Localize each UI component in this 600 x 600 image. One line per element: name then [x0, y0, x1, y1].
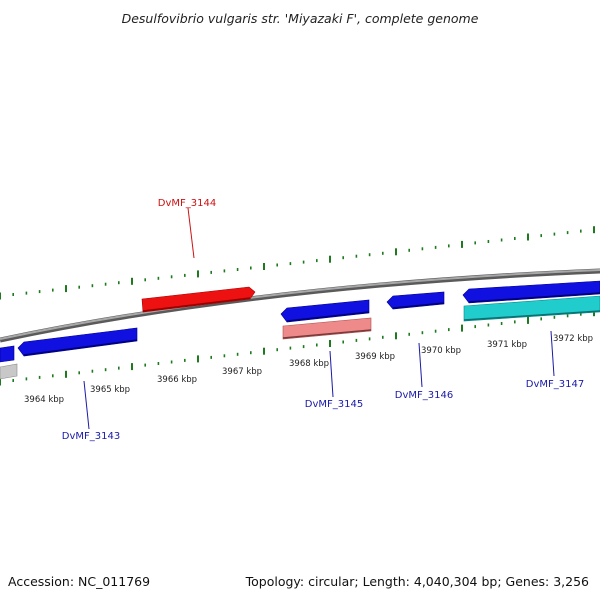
gene-label-dvmf-3144[interactable]: DvMF_3144: [158, 198, 216, 209]
ruler-label-3970: 3970 kbp: [421, 346, 461, 356]
label-leader-dvmf-3146: [418, 342, 423, 388]
genome-backbone-highlight: [0, 269, 600, 340]
gene-label-dvmf-3147[interactable]: DvMF_3147: [526, 379, 584, 390]
label-leader-dvmf-3144: [187, 207, 195, 259]
map-title: Desulfovibrio vulgaris str. 'Miyazaki F'…: [122, 11, 479, 26]
bottom-tick-track: [0, 309, 595, 386]
accession-text: Accession: NC_011769: [8, 574, 150, 589]
gene-feature-cyan-shade: [463, 310, 600, 321]
gene-feature-dvmf-3145[interactable]: [280, 299, 370, 323]
gene-feature-dvmf-3144-shade: [142, 297, 251, 312]
gene-label-dvmf-3146[interactable]: DvMF_3146: [395, 390, 453, 401]
top-tick-track: [0, 226, 595, 300]
label-leader-dvmf-3147: [550, 330, 555, 377]
ruler-label-3964: 3964 kbp: [24, 395, 64, 405]
genome-summary-text: Topology: circular; Length: 4,040,304 bp…: [245, 574, 589, 589]
label-leader-dvmf-3143: [83, 380, 90, 430]
gene-feature-left-edge[interactable]: [0, 345, 15, 363]
gene-feature-gray[interactable]: [0, 363, 18, 380]
gene-feature-dvmf-3145-shade: [286, 311, 370, 322]
gene-feature-pink-shade: [282, 329, 372, 339]
ruler-label-3972: 3972 kbp: [553, 334, 593, 344]
gene-feature-pink[interactable]: [282, 317, 372, 340]
gene-label-dvmf-3143[interactable]: DvMF_3143: [62, 431, 120, 442]
ruler-label-3969: 3969 kbp: [355, 352, 395, 362]
gene-feature-dvmf-3146-shade: [392, 302, 445, 309]
ruler-label-3967: 3967 kbp: [222, 367, 262, 377]
gene-feature-dvmf-3143[interactable]: [17, 327, 138, 357]
gene-feature-dvmf-3144[interactable]: [141, 286, 256, 313]
ruler-label-3971: 3971 kbp: [487, 340, 527, 350]
gene-feature-cyan[interactable]: [463, 295, 600, 322]
gene-feature-dvmf-3147-shade: [468, 292, 600, 303]
label-leader-dvmf-3145: [329, 350, 334, 398]
genome-backbone: [0, 268, 600, 343]
ruler-label-3966: 3966 kbp: [157, 375, 197, 385]
ruler-label-3965: 3965 kbp: [90, 385, 130, 395]
gene-label-dvmf-3145[interactable]: DvMF_3145: [305, 399, 363, 410]
ruler-label-3968: 3968 kbp: [289, 359, 329, 369]
gene-feature-dvmf-3143-shade: [23, 339, 138, 356]
gene-feature-dvmf-3147[interactable]: [462, 280, 600, 304]
